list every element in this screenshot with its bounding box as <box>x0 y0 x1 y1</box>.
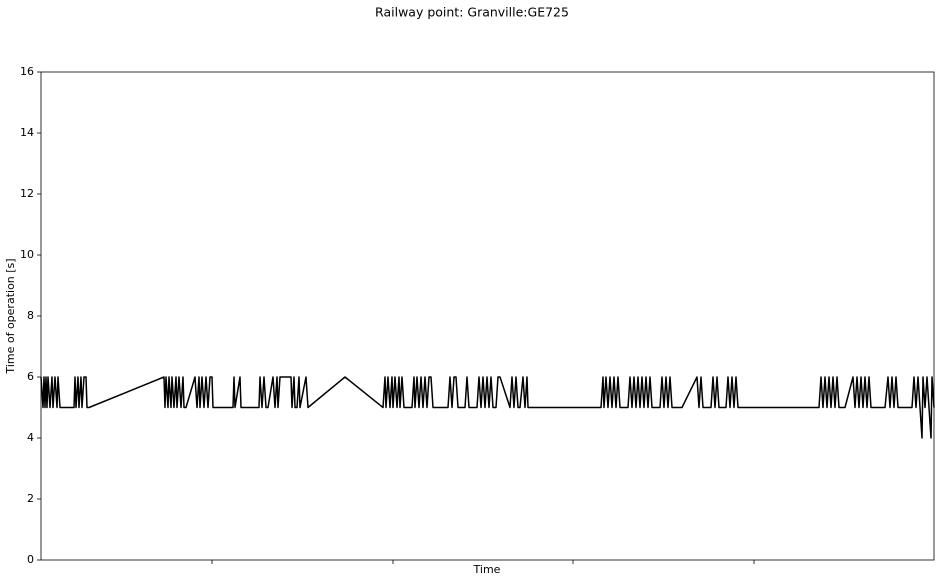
y-tick-label: 8 <box>27 309 34 322</box>
data-line <box>40 376 935 439</box>
y-tick-label: 6 <box>27 370 34 383</box>
y-axis-label: Time of operation [s] <box>4 258 17 374</box>
y-tick-label: 16 <box>20 65 34 78</box>
y-tick-label: 10 <box>20 248 34 261</box>
y-tick-label: 4 <box>27 431 34 444</box>
y-tick-label: 0 <box>27 553 34 566</box>
plot-frame <box>40 71 935 561</box>
y-tick-label: 2 <box>27 492 34 505</box>
y-tick-label: 14 <box>20 126 34 139</box>
x-axis-label: Time <box>473 563 501 576</box>
chart-title: Railway point: Granville:GE725 <box>375 5 569 20</box>
y-tick-label: 12 <box>20 187 34 200</box>
